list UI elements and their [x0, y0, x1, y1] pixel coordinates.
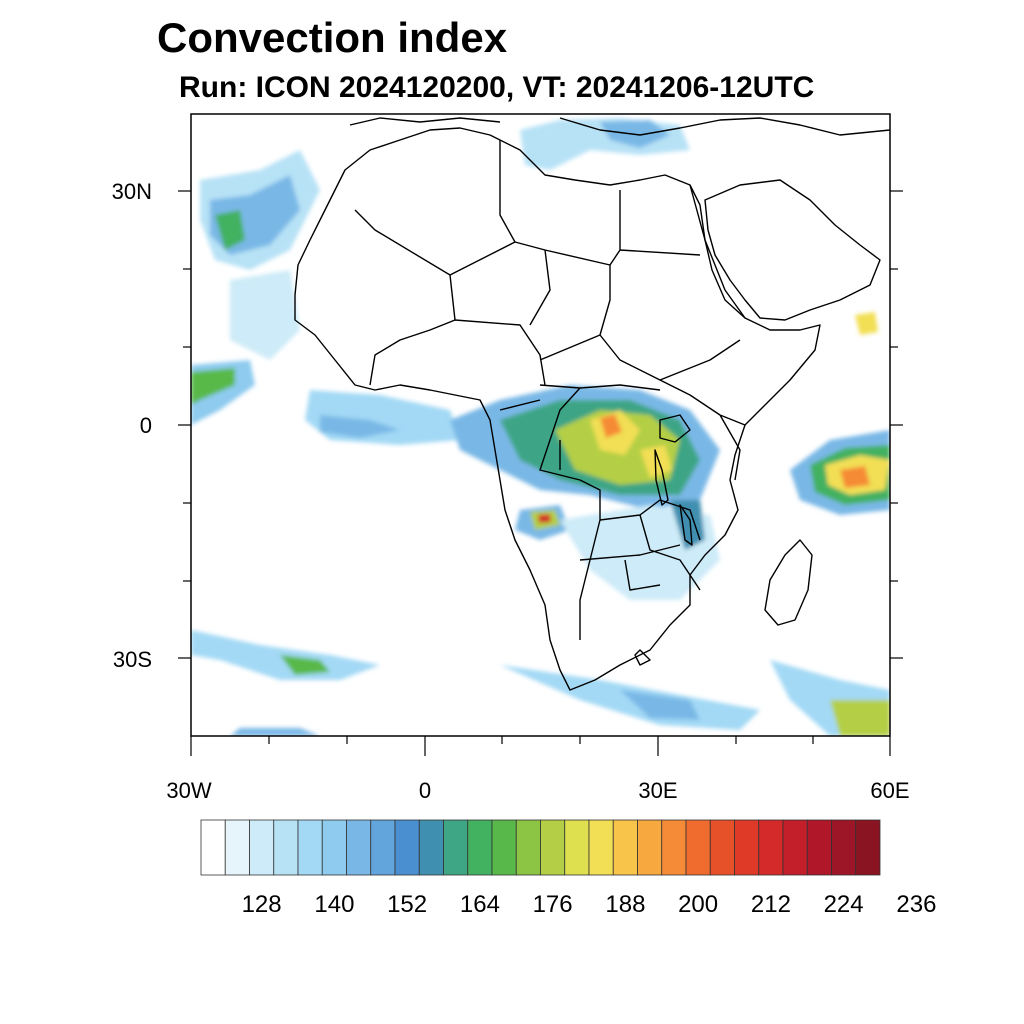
colorbar-label: 140 [314, 891, 354, 918]
colorbar-swatch [249, 819, 275, 876]
arabia-coastline [704, 179, 881, 321]
bottom-ticks [190, 736, 891, 756]
field-patch-se-corner-core [830, 700, 890, 736]
field-patch-gulf-guinea-core [320, 415, 400, 438]
colorbar-swatch [491, 819, 517, 876]
colorbar-swatch [224, 819, 250, 876]
field-patch-south-teal [670, 500, 705, 550]
lake-victoria [659, 414, 691, 443]
lake-tanganyika [654, 449, 669, 506]
colorbar-swatch [394, 819, 420, 876]
x-tick-label-30w: 30W [166, 778, 211, 803]
field-patch-south-africa-band-core [620, 690, 700, 720]
colorbar-swatch [734, 819, 760, 876]
colorbar-swatch [200, 819, 226, 876]
colorbar-swatch [564, 819, 590, 876]
x-tick-label-30e: 30E [638, 778, 677, 803]
field-patch-congo-orange [600, 414, 622, 438]
field-patch-indian-ocean-orange [840, 466, 870, 488]
colorbar-swatch [612, 819, 638, 876]
field-patch-arabian-sea [855, 312, 878, 335]
colorbar-swatch [637, 819, 663, 876]
coastlines-borders [294, 117, 890, 691]
madagascar-coastline [764, 539, 813, 626]
colorbar-swatch [855, 819, 881, 876]
colorbar-swatch [515, 819, 541, 876]
field-patch-angola-red [538, 514, 551, 523]
field-patch-bottom-band [230, 728, 320, 736]
africa-coastline [294, 127, 821, 691]
y-tick-label-0: 0 [140, 413, 152, 438]
colorbar-swatch [588, 819, 614, 876]
colorbar-swatch [443, 819, 469, 876]
x-tick-label-0: 0 [419, 778, 431, 803]
colorbar-swatch [321, 819, 347, 876]
left-ticks [178, 190, 903, 659]
red-sea-coast [689, 184, 746, 319]
y-tick-label-30n: 30N [112, 179, 152, 204]
x-tick-label-60e: 60E [870, 778, 909, 803]
colorbar-swatch [709, 819, 735, 876]
colorbar-swatch [467, 819, 493, 876]
colorbar [200, 819, 881, 876]
colorbar-labels: 128 140 152 164 176 188 200 212 224 236 [242, 891, 937, 918]
colorbar-label: 128 [242, 891, 282, 918]
map-title: Convection index [157, 14, 508, 61]
colorbar-swatch [806, 819, 832, 876]
colorbar-label: 188 [605, 891, 645, 918]
colorbar-swatch [661, 819, 687, 876]
map-subtitle: Run: ICON 2024120200, VT: 20241206-12UTC [179, 71, 815, 104]
colorbar-label: 200 [678, 891, 718, 918]
colorbar-label: 224 [824, 891, 864, 918]
field-patch-canaries-green [215, 210, 245, 250]
border-lines [354, 140, 746, 666]
colorbar-swatch [273, 819, 299, 876]
colorbar-swatch [685, 819, 711, 876]
colorbar-swatch [370, 819, 396, 876]
y-tick-label-30s: 30S [113, 647, 152, 672]
convection-field [191, 118, 890, 736]
colorbar-swatch [782, 819, 808, 876]
field-patch-atlantic-5n-core [191, 368, 235, 405]
colorbar-swatch [758, 819, 784, 876]
colorbar-label: 152 [387, 891, 427, 918]
colorbar-swatch [297, 819, 323, 876]
colorbar-swatch [540, 819, 566, 876]
north-coastline [349, 117, 890, 136]
colorbar-label: 212 [751, 891, 791, 918]
field-patch-westafrica-coast [230, 270, 300, 360]
field-patch-south-atlantic [191, 630, 380, 680]
colorbar-swatch [831, 819, 857, 876]
colorbar-label: 164 [460, 891, 500, 918]
colorbar-swatch [418, 819, 444, 876]
colorbar-label: 236 [896, 891, 936, 918]
colorbar-swatch [346, 819, 372, 876]
lake-malawi [679, 504, 693, 546]
colorbar-label: 176 [533, 891, 573, 918]
field-patch-south-atlantic-core [280, 655, 330, 675]
map-plot-area [191, 117, 890, 736]
